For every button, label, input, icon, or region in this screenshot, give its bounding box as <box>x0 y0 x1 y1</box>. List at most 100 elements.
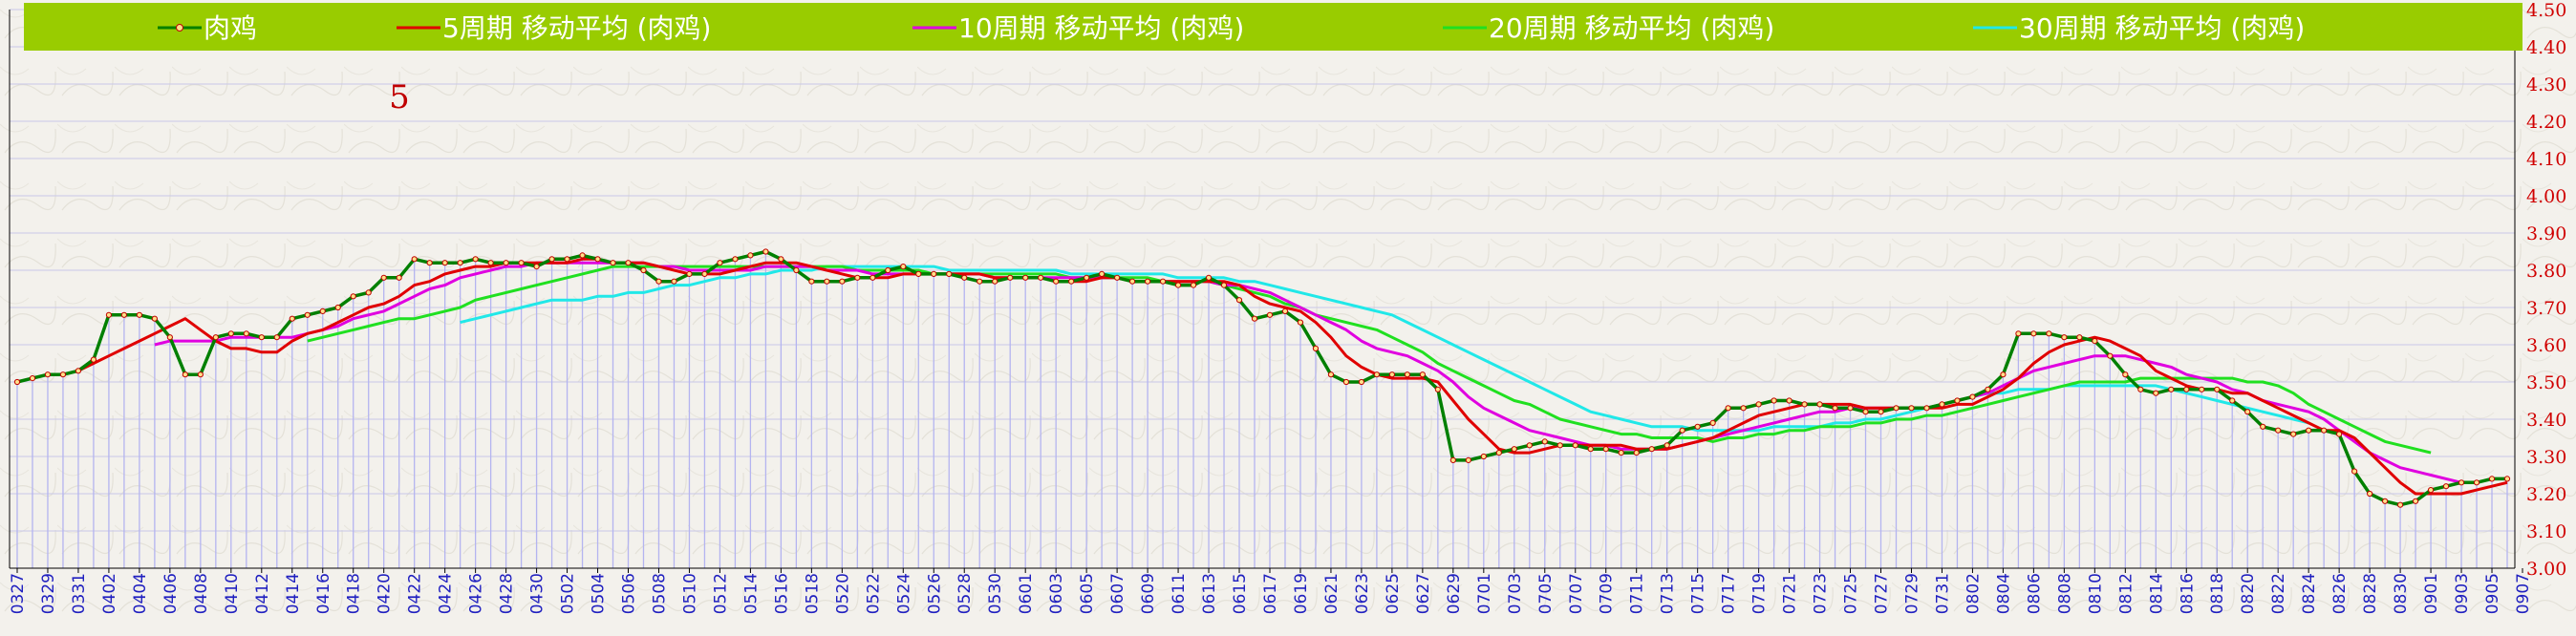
data-point <box>151 315 158 322</box>
data-point <box>640 266 647 274</box>
x-tick-label: 0603 <box>1047 573 1066 614</box>
x-tick-label: 0619 <box>1292 573 1311 614</box>
data-point <box>2503 476 2511 482</box>
data-point <box>2168 386 2175 392</box>
data-point <box>136 311 142 318</box>
data-point <box>2046 330 2052 337</box>
data-point <box>2122 371 2129 378</box>
data-point <box>1114 274 1121 281</box>
data-point <box>2030 330 2037 337</box>
data-point <box>1327 371 1335 378</box>
x-tick-label: 0329 <box>39 573 58 614</box>
data-point <box>1434 386 1441 392</box>
data-point <box>1725 405 1731 412</box>
x-tick-label: 0820 <box>2239 573 2258 614</box>
data-point <box>1923 405 1930 412</box>
x-tick-label: 0524 <box>894 573 913 614</box>
data-point <box>1602 446 1609 453</box>
x-tick-label: 0715 <box>1689 573 1708 614</box>
y-tick-label: 3.30 <box>2526 447 2566 468</box>
y-tick-label: 3.10 <box>2526 521 2566 542</box>
data-point <box>334 304 341 311</box>
data-point <box>1816 401 1823 408</box>
data-point <box>747 252 754 259</box>
data-point <box>1495 450 1502 456</box>
data-point <box>1847 405 1854 412</box>
data-point <box>2107 352 2114 359</box>
y-tick-label: 3.50 <box>2526 372 2566 393</box>
data-point <box>900 264 907 270</box>
data-point <box>1893 405 1900 412</box>
data-point <box>1312 345 1320 351</box>
x-tick-label: 0719 <box>1750 573 1770 614</box>
x-tick-label: 0711 <box>1628 573 1647 614</box>
data-point <box>1556 442 1563 449</box>
data-point <box>2244 409 2251 415</box>
data-point <box>1679 427 1685 434</box>
x-tick-label: 0824 <box>2300 573 2319 614</box>
x-tick-label: 0731 <box>1933 573 1952 614</box>
x-tick-label: 0416 <box>314 573 333 614</box>
data-point <box>365 289 372 296</box>
data-point <box>503 260 509 266</box>
x-tick-label: 0723 <box>1812 573 1831 614</box>
data-point <box>1954 397 1961 404</box>
data-point <box>2137 386 2144 392</box>
data-point <box>1633 450 1640 456</box>
x-tick-label: 0713 <box>1659 573 1678 614</box>
x-tick-label: 0512 <box>711 573 730 614</box>
x-tick-label: 0601 <box>1017 573 1036 614</box>
data-point <box>1969 393 1976 400</box>
data-point <box>426 260 433 266</box>
data-point <box>1053 278 1060 285</box>
x-tick-label: 0526 <box>925 573 944 614</box>
data-point <box>1038 274 1044 281</box>
data-point <box>1465 456 1471 463</box>
x-tick-label: 0422 <box>406 573 425 614</box>
x-tick-label: 0826 <box>2330 573 2350 614</box>
x-tick-label: 0725 <box>1842 573 1861 614</box>
data-point <box>1740 405 1747 412</box>
data-point <box>396 274 402 281</box>
x-tick-label: 0516 <box>772 573 791 614</box>
x-tick-label: 0802 <box>1964 573 1983 614</box>
data-point <box>793 266 800 274</box>
chart-annotation: 5 <box>389 78 410 117</box>
data-point <box>717 260 723 266</box>
x-tick-label: 0414 <box>284 573 303 614</box>
data-point <box>13 378 21 386</box>
x-tick-label: 0818 <box>2208 573 2227 614</box>
y-tick-label: 3.80 <box>2526 261 2566 282</box>
data-point <box>1587 446 1594 453</box>
x-tick-label: 0629 <box>1445 573 1464 614</box>
data-point <box>1404 371 1410 378</box>
data-point <box>1449 456 1456 463</box>
data-point <box>2153 390 2159 396</box>
data-point <box>2214 386 2221 392</box>
data-point <box>1205 274 1213 281</box>
y-tick-label: 3.20 <box>2526 484 2566 505</box>
data-point <box>1251 315 1258 322</box>
data-point <box>885 266 891 274</box>
data-point <box>319 307 326 314</box>
x-tick-label: 0605 <box>1078 573 1097 614</box>
x-tick-label: 0518 <box>803 573 822 614</box>
data-point <box>610 260 616 266</box>
data-point <box>594 256 601 263</box>
data-point <box>579 252 586 259</box>
legend-label: 10周期 移动平均 (肉鸡) <box>958 12 1244 44</box>
data-point <box>2351 468 2358 475</box>
x-tick-label: 0528 <box>955 573 975 614</box>
data-point <box>686 270 693 277</box>
y-tick-label: 4.40 <box>2526 37 2566 58</box>
y-tick-label: 3.40 <box>2526 410 2566 431</box>
x-tick-label: 0331 <box>70 573 89 614</box>
x-tick-label: 0410 <box>223 573 242 614</box>
data-point <box>518 260 525 266</box>
data-point <box>854 274 861 281</box>
y-tick-label: 4.10 <box>2526 149 2566 170</box>
data-point <box>1878 409 1884 415</box>
data-point <box>2290 431 2297 437</box>
y-tick-label: 4.00 <box>2526 186 2566 207</box>
